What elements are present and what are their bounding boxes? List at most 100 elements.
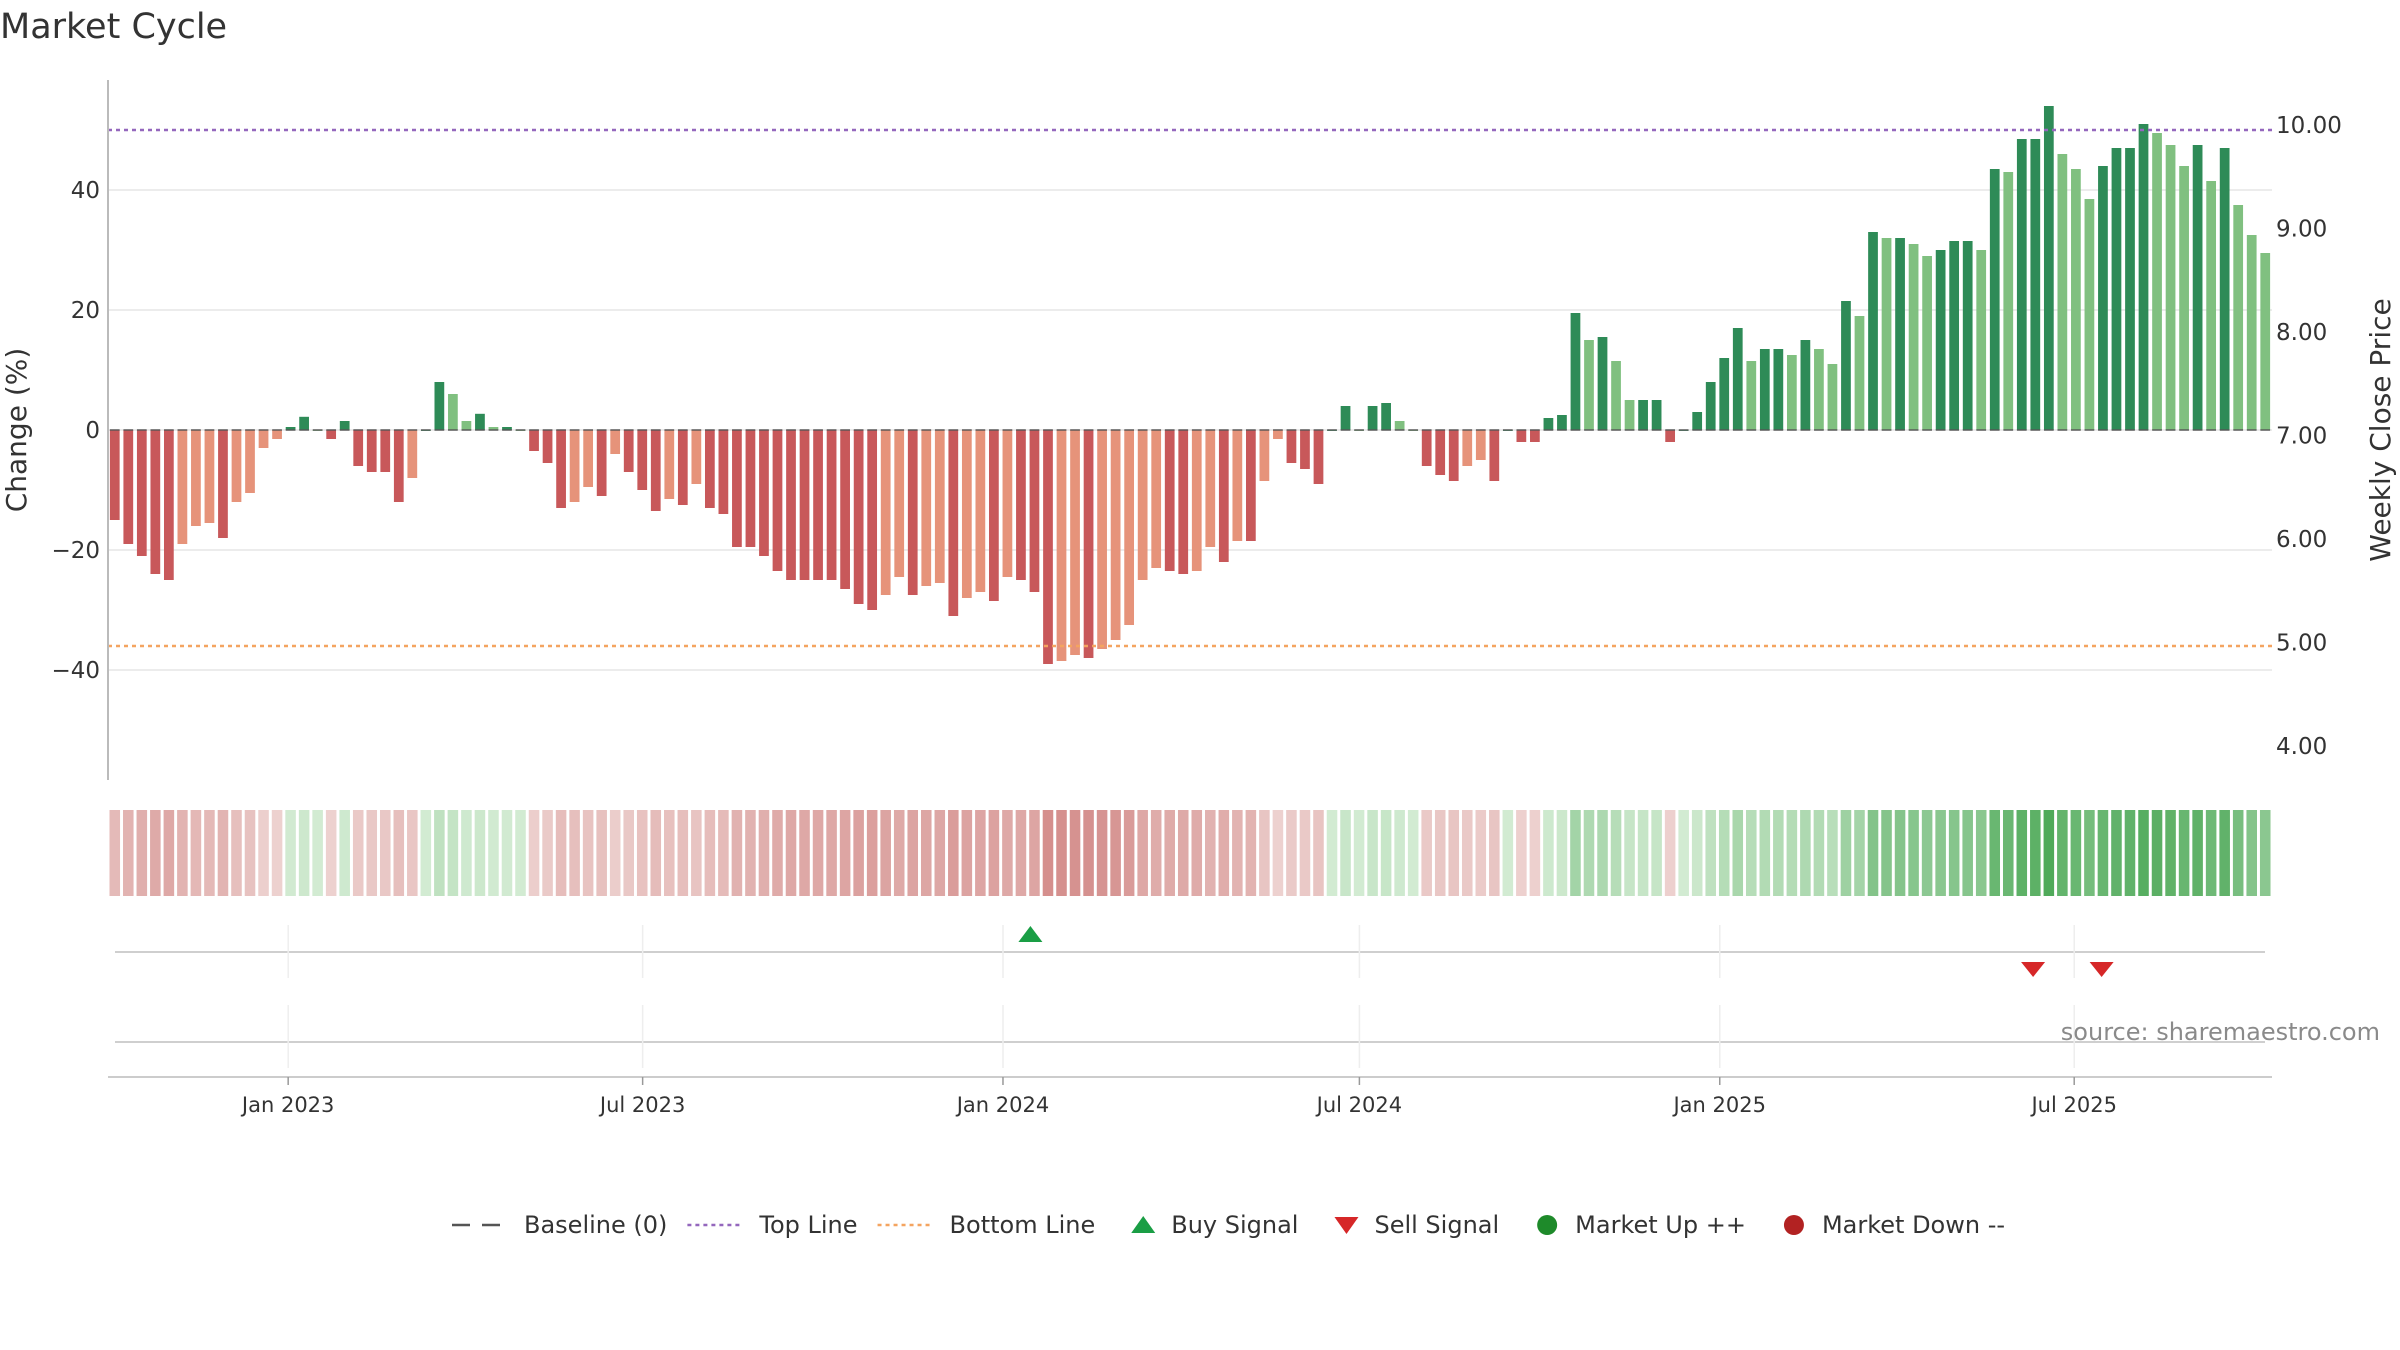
heat-cell <box>244 810 256 896</box>
heat-cell <box>2002 810 2014 896</box>
heat-cell <box>1150 810 1162 896</box>
y-tick-label: −40 <box>51 658 100 684</box>
bar <box>393 430 404 502</box>
heat-cell <box>1624 810 1635 896</box>
baseline-mark <box>475 429 485 431</box>
baseline-mark <box>1665 429 1676 431</box>
bar <box>177 430 188 544</box>
bar <box>2043 106 2054 430</box>
bar <box>1530 430 1540 442</box>
bar <box>1935 250 1946 430</box>
heat-cell <box>1056 810 1067 896</box>
heat-cell <box>2151 810 2163 896</box>
bar <box>1016 430 1026 580</box>
bar <box>123 430 134 544</box>
baseline-mark <box>1557 429 1567 431</box>
baseline-mark <box>2125 429 2135 431</box>
bar <box>1854 316 1865 430</box>
bar <box>975 430 986 592</box>
baseline-mark <box>772 429 783 431</box>
legend-item: Market Down -- <box>1783 1211 2005 1239</box>
baseline-mark <box>2206 429 2217 431</box>
baseline-mark <box>2165 429 2176 431</box>
heat-cell <box>1137 810 1148 896</box>
baseline-mark <box>623 429 634 431</box>
bar <box>1273 430 1283 439</box>
heat-cell <box>2016 810 2028 896</box>
baseline-mark <box>1178 429 1189 431</box>
baseline-mark <box>583 429 594 431</box>
bar <box>934 430 945 583</box>
heat-cell <box>461 810 472 896</box>
bar <box>1043 430 1053 664</box>
baseline-mark <box>1814 429 1824 431</box>
bar <box>2165 145 2176 430</box>
right-tick-label: 4.00 <box>2276 734 2327 760</box>
baseline-mark <box>610 429 621 431</box>
baseline-mark <box>1448 429 1459 431</box>
bar <box>2125 148 2135 430</box>
heat-cell <box>1272 810 1284 896</box>
heat-cell <box>1529 810 1541 896</box>
heat-cell <box>758 810 770 896</box>
baseline-mark <box>1746 429 1757 431</box>
momentum-heat-strip <box>109 810 2271 896</box>
baseline-mark <box>1881 429 1892 431</box>
heat-cell <box>866 810 878 896</box>
bar <box>907 430 918 595</box>
bar <box>1151 430 1162 568</box>
heat-cell <box>1434 810 1446 896</box>
baseline-mark <box>1935 429 1946 431</box>
heat-cell <box>2165 810 2176 896</box>
baseline-mark <box>1137 429 1148 431</box>
baseline-mark <box>2192 429 2203 431</box>
legend-item: Top Line <box>687 1211 858 1239</box>
bar <box>1827 364 1838 430</box>
bar <box>1421 430 1432 466</box>
bar <box>434 382 445 430</box>
heat-cell <box>447 810 459 896</box>
bar <box>1056 430 1067 661</box>
heat-cell <box>1232 810 1243 896</box>
bar <box>948 430 959 616</box>
baseline-mark <box>1218 429 1229 431</box>
baseline-mark <box>691 429 702 431</box>
baseline-mark <box>1056 429 1067 431</box>
baseline-mark <box>353 429 364 431</box>
heat-cell <box>1786 810 1798 896</box>
legend-label: Sell Signal <box>1374 1211 1499 1239</box>
baseline-mark <box>1584 429 1594 431</box>
bar <box>191 430 201 526</box>
heat-cell <box>1177 810 1189 896</box>
heat-cell <box>258 810 269 896</box>
heat-cell <box>1042 810 1054 896</box>
bar <box>1489 430 1500 481</box>
baseline-mark <box>732 429 742 431</box>
heat-cell <box>907 810 919 896</box>
bar-series <box>109 106 2271 664</box>
baseline-mark <box>218 429 228 431</box>
baseline-mark <box>326 429 337 431</box>
baseline-mark <box>366 429 377 431</box>
bar <box>1705 382 1716 430</box>
right-tick-label: 10.00 <box>2276 113 2342 139</box>
heat-cell <box>704 810 716 896</box>
bar <box>1841 301 1851 430</box>
heat-cell <box>1069 810 1081 896</box>
bar <box>1611 361 1621 430</box>
baseline-mark <box>1435 429 1446 431</box>
bar <box>2152 133 2162 430</box>
bar <box>1124 430 1135 625</box>
bar <box>623 430 634 472</box>
y-tick-label: 0 <box>85 418 100 444</box>
baseline-mark <box>894 429 905 431</box>
y-axis-label: Change (%) <box>0 348 33 513</box>
heat-cell <box>1218 810 1230 896</box>
heat-cell <box>2097 810 2109 896</box>
bar <box>799 430 810 580</box>
heat-cell <box>1002 810 1013 896</box>
y-tick-label: 20 <box>71 298 100 324</box>
baseline-mark <box>975 429 986 431</box>
heat-cell <box>1394 810 1405 896</box>
heat-cell <box>2219 810 2230 896</box>
